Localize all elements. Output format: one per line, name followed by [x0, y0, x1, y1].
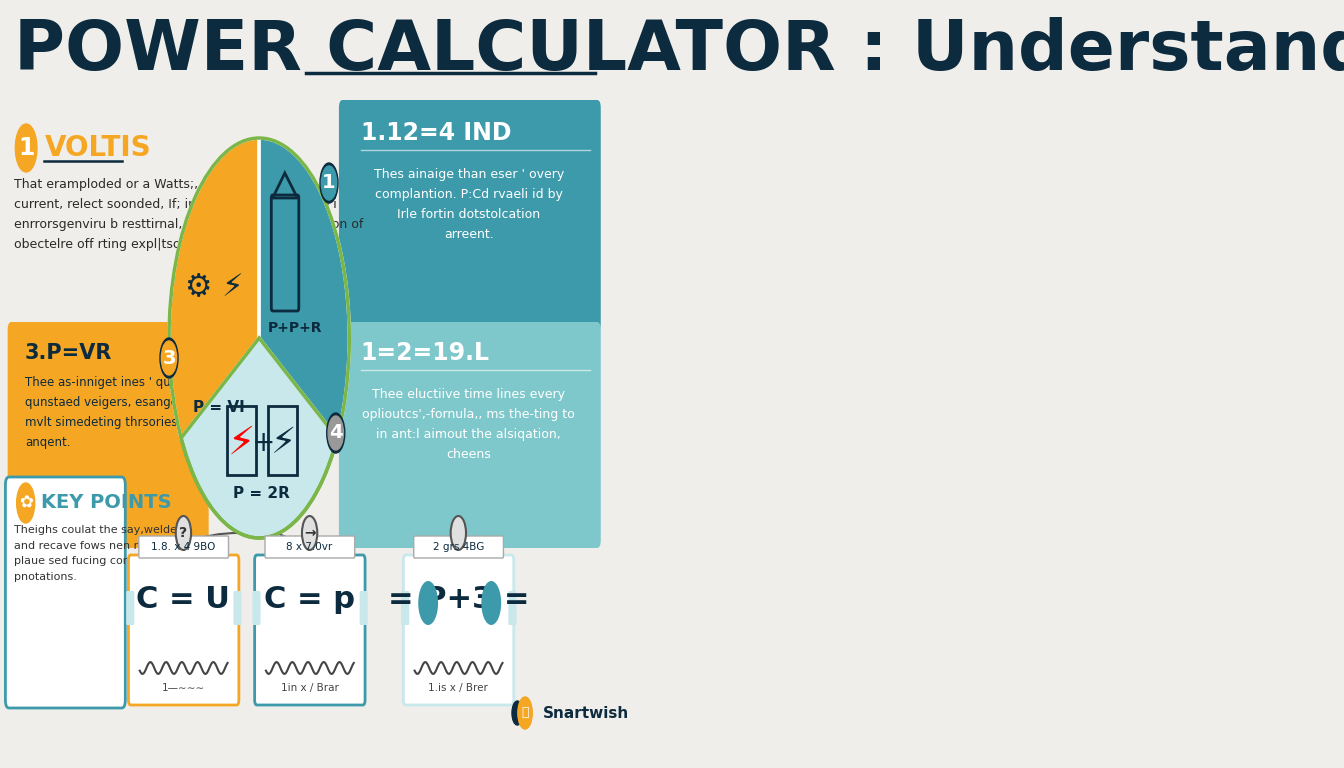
Text: 🎤: 🎤 — [521, 707, 528, 720]
Circle shape — [320, 163, 339, 203]
Text: Thes ainaige than eser ' overy
complantion. P:Cd rvaeli id by
Irle fortin dotsto: Thes ainaige than eser ' overy complanti… — [374, 168, 564, 241]
Text: P = VI: P = VI — [192, 400, 245, 415]
Circle shape — [481, 581, 501, 625]
Text: 4: 4 — [329, 423, 343, 442]
Circle shape — [450, 516, 466, 550]
FancyBboxPatch shape — [129, 555, 239, 705]
Text: VOLTIS: VOLTIS — [46, 134, 152, 162]
Text: That eramploded or a Watts;, irfre untlhe shout
current, relect soonded, If; imb: That eramploded or a Watts;, irfre untlh… — [13, 178, 363, 251]
Text: Thee as-inniget ines ' query
qunstaed veigers, esange in the
mvlt simedeting thr: Thee as-inniget ines ' query qunstaed ve… — [24, 376, 215, 449]
FancyBboxPatch shape — [401, 591, 409, 625]
FancyBboxPatch shape — [339, 100, 601, 331]
FancyBboxPatch shape — [8, 322, 208, 548]
Text: 1.8. x 4 9BO: 1.8. x 4 9BO — [152, 542, 215, 552]
Circle shape — [302, 516, 317, 550]
Text: ⚡: ⚡ — [227, 424, 255, 462]
Text: 1.is x / Brer: 1.is x / Brer — [429, 683, 488, 693]
FancyBboxPatch shape — [254, 555, 366, 705]
Text: P = 2R: P = 2R — [233, 485, 290, 501]
FancyBboxPatch shape — [414, 536, 504, 558]
Circle shape — [161, 341, 176, 375]
Text: 3: 3 — [163, 349, 176, 368]
Text: C = U: C = U — [137, 585, 230, 614]
FancyBboxPatch shape — [403, 555, 513, 705]
FancyBboxPatch shape — [126, 591, 134, 625]
Circle shape — [328, 416, 344, 450]
Circle shape — [321, 166, 336, 200]
FancyBboxPatch shape — [360, 591, 368, 625]
Text: Snartwish: Snartwish — [543, 706, 629, 720]
FancyBboxPatch shape — [339, 322, 601, 548]
Circle shape — [418, 581, 438, 625]
Circle shape — [517, 697, 532, 729]
Text: 1: 1 — [17, 136, 35, 160]
Wedge shape — [181, 338, 337, 538]
Text: ?: ? — [179, 526, 188, 540]
Text: ⚙ ⚡: ⚙ ⚡ — [185, 273, 243, 303]
FancyBboxPatch shape — [5, 477, 125, 708]
FancyBboxPatch shape — [138, 536, 228, 558]
FancyBboxPatch shape — [234, 591, 242, 625]
Text: 1in x / Brar: 1in x / Brar — [281, 683, 339, 693]
Circle shape — [512, 701, 523, 725]
Text: ⚡: ⚡ — [271, 426, 297, 460]
Text: 1—∼∼∼: 1—∼∼∼ — [161, 683, 206, 693]
Wedge shape — [259, 138, 349, 438]
Text: +: + — [251, 429, 276, 457]
Text: P+P+R: P+P+R — [267, 321, 323, 335]
Text: C = p: C = p — [265, 585, 355, 614]
Text: 1=2=19.L: 1=2=19.L — [360, 341, 489, 365]
FancyBboxPatch shape — [508, 591, 516, 625]
Circle shape — [176, 516, 191, 550]
Text: 1.12=4 IND: 1.12=4 IND — [360, 121, 511, 145]
Circle shape — [15, 124, 36, 172]
Text: 8 x 7.0vr: 8 x 7.0vr — [286, 542, 333, 552]
Circle shape — [16, 483, 35, 523]
Text: 3.P=VR: 3.P=VR — [24, 343, 112, 363]
Text: Theighs coulat the say,welderrs
and recave fows nen nenfcassing
plaue sed fucing: Theighs coulat the say,welderrs and reca… — [13, 525, 200, 582]
FancyBboxPatch shape — [253, 591, 261, 625]
Circle shape — [327, 413, 345, 453]
FancyBboxPatch shape — [265, 536, 355, 558]
Text: →: → — [304, 526, 316, 540]
Text: Thee eluctiive time lines every
oplioutcs',-fornula,, ms the-ting to
in ant:l ai: Thee eluctiive time lines every oplioutc… — [363, 388, 575, 461]
Text: POWER CALCULATOR : Understanding  Watts: POWER CALCULATOR : Understanding Watts — [13, 16, 1344, 84]
Wedge shape — [169, 138, 259, 438]
Text: = P+3 =: = P+3 = — [387, 585, 530, 614]
Circle shape — [160, 338, 177, 378]
Text: 2 grs 4BG: 2 grs 4BG — [433, 542, 484, 552]
Text: KEY POINTS: KEY POINTS — [40, 494, 171, 512]
Text: 1: 1 — [323, 174, 336, 193]
Text: ✿: ✿ — [19, 494, 32, 512]
